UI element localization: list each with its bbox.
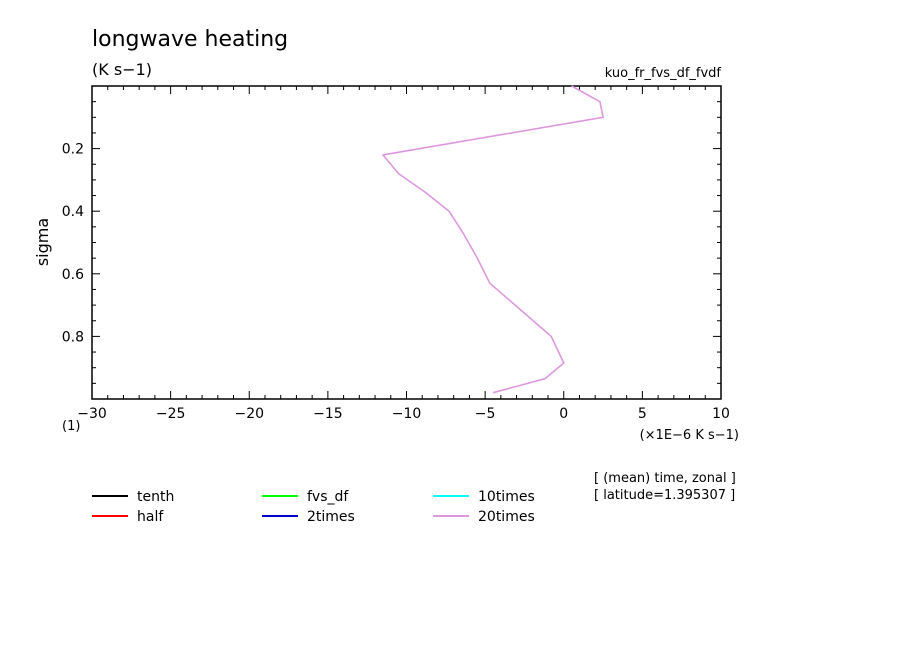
legend-label: 2times [307,509,355,525]
x-axis-ticks: −30 −25 −20 −15 −10 −5 0 5 10 [77,86,730,422]
note-latitude: [ latitude=1.395307 ] [594,488,735,503]
chart-title: longwave heating [92,27,288,52]
x-tick-label: −5 [475,406,496,422]
x-tick-label: −10 [392,406,422,422]
legend-label: 10times [478,489,535,505]
y-factor-label: (1) [62,419,80,434]
legend-label: tenth [137,489,174,505]
x-axis-label: (×1E−6 K s−1) [640,428,739,443]
x-tick-label: −15 [313,406,343,422]
legend: tenth half fvs_df 2times 10times 20times [92,489,535,525]
legend-label: 20times [478,509,535,525]
x-tick-label: −25 [156,406,186,422]
x-tick-label: −20 [234,406,264,422]
x-tick-label: 0 [559,406,568,422]
legend-label: fvs_df [307,489,349,505]
plot-frame [91,85,722,400]
experiment-label: kuo_fr_fvs_df_fvdf [605,66,722,81]
units-label: (K s−1) [92,60,152,79]
y-tick-label: 0.6 [62,267,84,283]
x-tick-label: 10 [712,406,730,422]
note-time-zonal: [ (mean) time, zonal ] [594,471,736,486]
series-line-20times [382,85,604,394]
y-tick-label: 0.4 [62,204,84,220]
series-lines [382,85,604,394]
x-tick-label: −30 [77,406,107,422]
y-tick-label: 0.8 [62,329,84,345]
y-tick-label: 0.2 [62,142,84,158]
y-axis-ticks: 0.2 0.4 0.6 0.8 [62,101,721,384]
legend-label: half [137,509,164,525]
y-axis-label: sigma [33,218,52,266]
x-tick-label: 5 [638,406,647,422]
